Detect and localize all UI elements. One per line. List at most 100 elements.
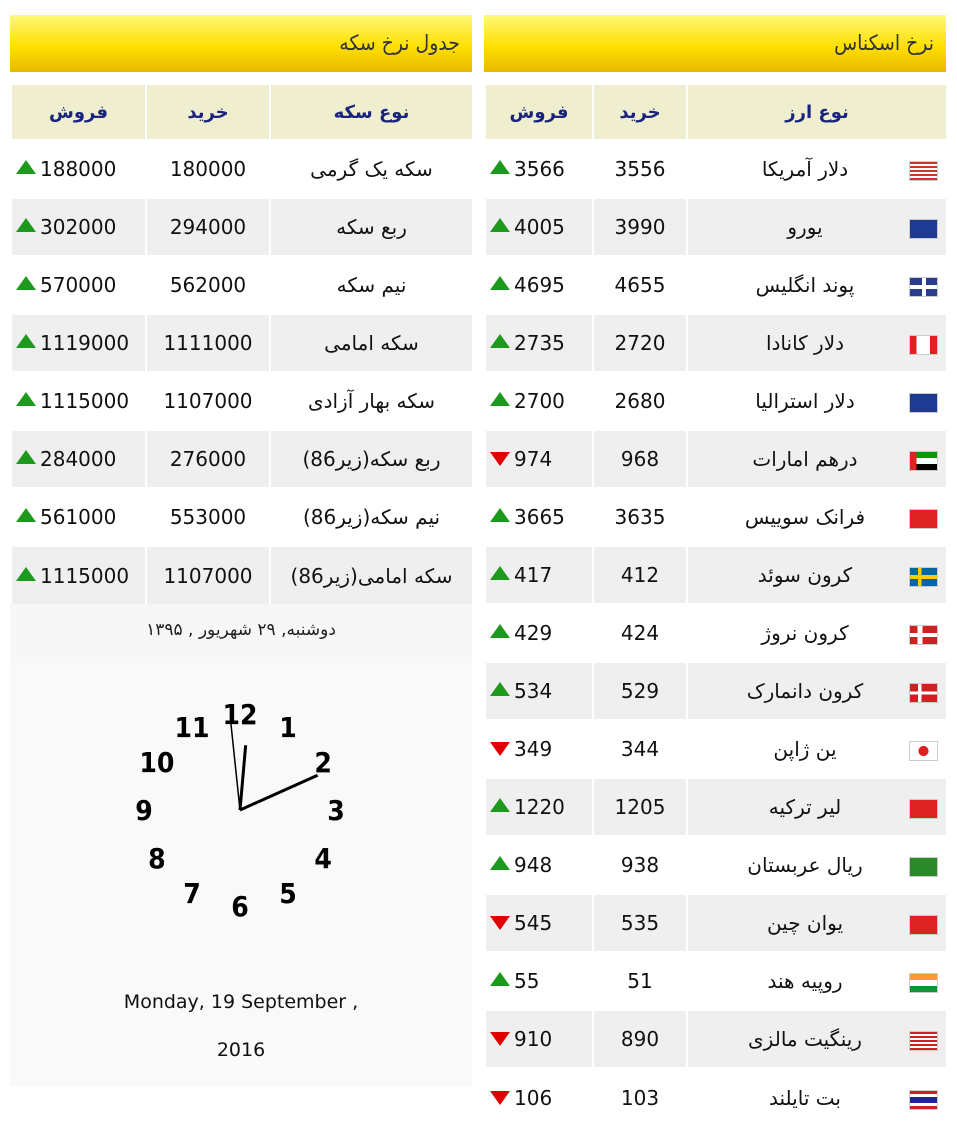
arrow-up-icon	[16, 160, 36, 174]
row-name: رینگیت مالزی	[686, 1009, 946, 1068]
clock-numeral: 1	[279, 711, 297, 744]
row-sell: 1220	[484, 777, 593, 836]
row-buy: 529	[592, 661, 687, 720]
clock-numeral: 10	[139, 746, 174, 779]
row-name-text: نیم سکه(زیر86)	[302, 505, 441, 529]
currency-panel: نرخ اسکناس نوع ارز خرید فروش دلار آمریکا…	[484, 15, 946, 1126]
row-name-text: یوان چین	[766, 911, 844, 935]
us-flag-icon	[909, 161, 938, 181]
clock-minute-hand	[239, 773, 319, 812]
row-buy: 1205	[592, 777, 687, 836]
row-name: ربع سکه	[269, 197, 472, 256]
row-sell: 2700	[484, 371, 593, 430]
row-sell-value: 974	[514, 447, 553, 471]
table-row: ین ژاپن 344 349	[484, 719, 946, 778]
row-name: بت تایلند	[686, 1067, 946, 1126]
table-row: ربع سکه 294000 302000	[10, 197, 472, 256]
row-sell-value: 3665	[514, 505, 565, 529]
clock-numeral: 6	[231, 890, 249, 923]
row-buy: 412	[592, 545, 687, 604]
clock-second-hand	[229, 720, 241, 811]
row-name: دلار آمریکا	[686, 139, 946, 198]
arrow-up-icon	[490, 798, 510, 812]
coin-table: نوع سکه خرید فروش سکه یک گرمی 180000 18800…	[10, 85, 472, 604]
row-sell: 417	[484, 545, 593, 604]
row-name-text: ین ژاپن	[773, 737, 837, 761]
row-name-text: فرانک سوییس	[744, 505, 866, 529]
uk-flag-icon	[909, 277, 938, 297]
clock-numeral: 11	[174, 711, 209, 744]
row-name-text: ربع سکه	[336, 215, 407, 239]
row-name: یورو	[686, 197, 946, 256]
row-name-text: روپیه هند	[767, 969, 843, 993]
row-name-text: سکه امامی(زیر86)	[290, 563, 453, 588]
row-name-text: کرون نروژ	[761, 621, 849, 645]
table-row: ربع سکه(زیر86) 276000 284000	[10, 429, 472, 488]
row-sell-value: 302000	[40, 215, 117, 239]
row-name: لیر ترکیه	[686, 777, 946, 836]
col-header-buy: خرید	[592, 85, 687, 140]
arrow-up-icon	[490, 334, 510, 348]
table-row: سکه امامی(زیر86) 1107000 1115000	[10, 545, 472, 604]
arrow-up-icon	[490, 624, 510, 638]
row-sell: 948	[484, 835, 593, 894]
row-name-text: بت تایلند	[769, 1085, 841, 1110]
se-flag-icon	[909, 567, 938, 587]
row-sell-value: 349	[514, 737, 553, 761]
table-row: نیم سکه 562000 570000	[10, 255, 472, 314]
row-sell-value: 948	[514, 853, 553, 877]
table-row: یوان چین 535 545	[484, 893, 946, 952]
row-name-text: دلار کانادا	[765, 331, 845, 355]
row-sell-value: 2735	[514, 331, 565, 355]
arrow-up-icon	[16, 392, 36, 406]
clock-numeral: 12	[222, 698, 257, 731]
arrow-up-icon	[490, 392, 510, 406]
row-name: فرانک سوییس	[686, 487, 946, 546]
row-sell: 1119000	[10, 313, 146, 372]
row-sell-value: 1119000	[40, 331, 130, 355]
arrow-up-icon	[490, 508, 510, 522]
row-sell: 974	[484, 429, 593, 488]
row-name-text: کرون دانمارک	[746, 679, 864, 703]
th-flag-icon	[909, 1089, 938, 1110]
row-buy: 535	[592, 893, 687, 952]
row-name: سکه یک گرمی	[269, 139, 472, 198]
row-name-text: دلار استرالیا	[755, 389, 855, 413]
row-buy: 3556	[592, 139, 687, 198]
clock-numeral: 9	[135, 794, 153, 827]
table-row: پوند انگلیس 4655 4695	[484, 255, 946, 314]
arrow-up-icon	[16, 276, 36, 290]
col-header-name: نوع ارز	[686, 85, 946, 140]
arrow-up-icon	[490, 682, 510, 696]
arrow-down-icon	[490, 916, 510, 930]
row-buy: 553000	[145, 487, 270, 546]
row-buy: 3635	[592, 487, 687, 546]
row-sell-value: 561000	[40, 505, 117, 529]
arrow-up-icon	[16, 218, 36, 232]
row-buy: 1111000	[145, 313, 270, 372]
arrow-up-icon	[490, 566, 510, 580]
row-name: ریال عربستان	[686, 835, 946, 894]
row-sell: 4005	[484, 197, 593, 256]
arrow-up-icon	[490, 218, 510, 232]
row-buy: 938	[592, 835, 687, 894]
clock-numeral: 5	[279, 877, 297, 910]
table-row: بت تایلند 103 106	[484, 1067, 946, 1126]
table-row: کرون سوئد 412 417	[484, 545, 946, 604]
row-buy: 968	[592, 429, 687, 488]
row-name: نیم سکه(زیر86)	[269, 487, 472, 546]
row-sell-value: 3566	[514, 157, 565, 181]
clock-hour-hand	[238, 745, 248, 811]
ca-flag-icon	[909, 335, 938, 355]
row-sell-value: 545	[514, 911, 553, 935]
row-buy: 2720	[592, 313, 687, 372]
row-sell: 284000	[10, 429, 146, 488]
row-buy: 4655	[592, 255, 687, 314]
arrow-up-icon	[16, 508, 36, 522]
row-sell-value: 2700	[514, 389, 565, 413]
row-sell-value: 417	[514, 563, 553, 587]
row-name: کرون دانمارک	[686, 661, 946, 720]
row-name-text: درهم امارات	[752, 447, 858, 471]
coin-panel: جدول نرخ سکه نوع سکه خرید فروش سکه یک گر…	[10, 15, 472, 1086]
clock-numeral: 8	[148, 842, 166, 875]
